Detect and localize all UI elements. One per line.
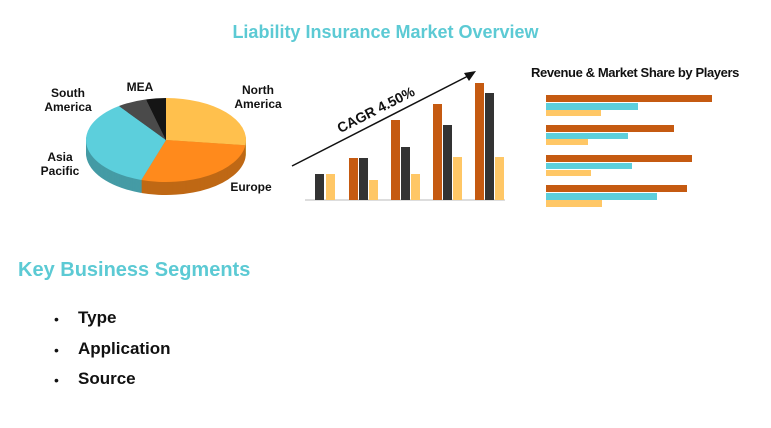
title: Liability Insurance Market Overview [232,22,539,42]
bullet: • [54,342,59,358]
bar-shape [401,147,410,200]
pie-slice [166,98,246,146]
bar-shape [433,104,442,200]
bar-shape [485,93,494,200]
pie-slice [118,99,166,140]
hbar-shape [546,139,588,145]
hbar-shape [546,193,657,200]
hbar-shape [546,110,601,116]
pie-slice [146,98,166,140]
growth-bars: CAGR 4.50% [291,71,505,201]
bar-shape [359,158,368,200]
hbar-shape [546,170,591,176]
cagr-label: CAGR 4.50% [334,83,417,136]
bullet: • [54,372,59,388]
hbar-shape [546,95,712,102]
pie-label: North America [234,83,282,111]
bar-shape [495,157,504,200]
hbar-shape [546,155,692,162]
hbar-shape [546,200,602,207]
bar-shape [411,174,420,200]
bar-shape [453,157,462,200]
segment-item: Type [78,308,117,327]
segments-title: Key Business Segments [18,259,251,281]
pie-slice [85,106,166,180]
bullet: • [54,311,59,327]
bar-shape [475,83,484,200]
bar-shape [391,120,400,200]
pie-slice [141,140,246,182]
bar-shape [369,180,378,200]
pie-label: Europe [230,180,272,194]
hbar-shape [546,185,687,192]
trend-arrow [291,74,471,167]
segment-item: Source [78,369,136,388]
hbar-shape [546,125,674,132]
segment-item: Application [78,339,171,358]
arrow-head [464,71,476,81]
bar-shape [443,125,452,200]
hbar-shape [546,163,632,169]
pie [85,98,246,195]
players-title: Revenue & Market Share by Players [531,65,739,80]
hbar-shape [546,133,628,139]
pie-label: Asia Pacific [40,150,80,178]
bar-shape [315,174,324,200]
pie-label: MEA [126,80,154,94]
pie-label: South America [44,86,92,114]
bar-shape [326,174,335,200]
hbar-shape [546,103,638,110]
bar-shape [349,158,358,200]
player-bars [546,95,712,207]
